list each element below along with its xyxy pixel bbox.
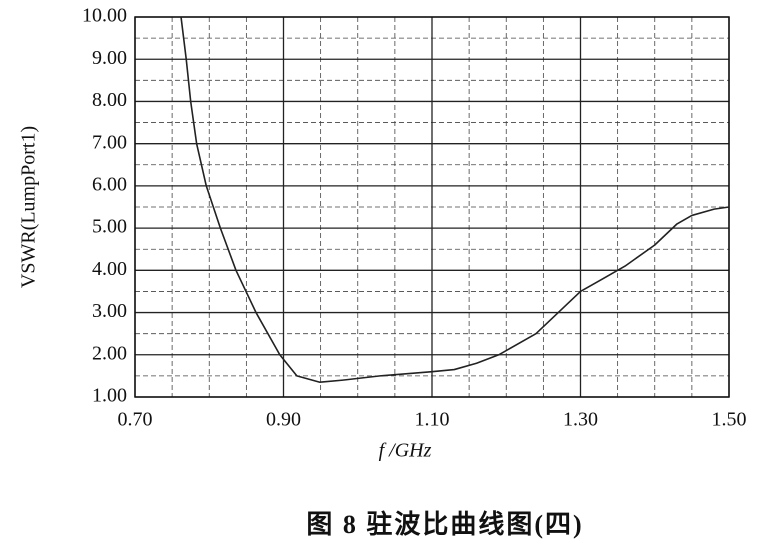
y-tick-label: 10.00	[82, 5, 127, 27]
x-tick-label: 0.70	[118, 409, 153, 431]
x-tick-label: 1.30	[563, 409, 598, 431]
caption: 图 8 驻波比曲线图(四)	[306, 509, 583, 539]
curve	[180, 16, 730, 384]
y-tick-label: 5.00	[92, 216, 127, 238]
y-tick-label: 1.00	[92, 385, 127, 407]
y-tick-label: 3.00	[92, 300, 127, 322]
y-tick-label: 8.00	[92, 89, 127, 111]
x-tick-label: 1.10	[415, 409, 450, 431]
x-axis-label: f /GHz	[379, 440, 432, 462]
y-tick-label: 6.00	[92, 173, 127, 195]
y-axis-label: VSWR(LumpPort1)	[18, 126, 40, 288]
x-tick-label: 1.50	[712, 409, 747, 431]
y-tick-label: 2.00	[92, 342, 127, 364]
y-tick-label: 7.00	[92, 131, 127, 153]
y-tick-label: 4.00	[92, 258, 127, 280]
y-tick-label: 9.00	[92, 47, 127, 69]
x-tick-label: 0.90	[266, 409, 301, 431]
